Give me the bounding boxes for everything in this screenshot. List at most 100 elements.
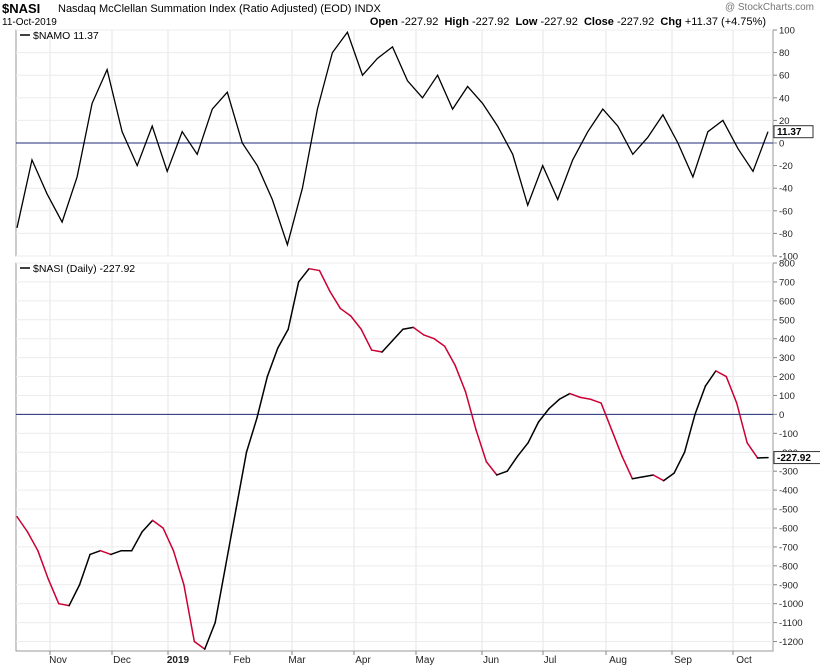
high-label: High	[444, 16, 469, 28]
nasi-segment-up	[402, 326, 415, 330]
nasi-segment-down	[443, 345, 456, 366]
nasi-segment-down	[370, 349, 383, 353]
y-tick-label: 60	[779, 71, 790, 82]
y-tick-label: -400	[779, 486, 798, 497]
nasi-segment-up	[297, 267, 310, 283]
x-tick-label: Feb	[233, 655, 251, 666]
nasi-segment-down	[99, 549, 112, 556]
nasi-segment-up	[110, 549, 123, 556]
nasi-segment-up	[506, 455, 519, 472]
nasi-segment-up	[694, 385, 707, 416]
nasi-segment-up	[516, 442, 529, 457]
last-value-box	[773, 451, 820, 465]
y-tick-label: -900	[779, 580, 798, 591]
y-tick-label: 500	[779, 315, 795, 326]
exchange-label: INDX	[354, 3, 381, 15]
x-tick-label: Sep	[674, 655, 692, 666]
y-tick-label: 700	[779, 277, 795, 288]
y-tick-label: 200	[779, 372, 795, 383]
date-label: 11-Oct-2019	[2, 17, 57, 28]
last-value-text: 11.37	[777, 127, 802, 138]
nasi-segment-down	[485, 460, 498, 476]
nasi-segment-up	[224, 508, 237, 567]
nasi-segment-up	[266, 347, 279, 378]
y-tick-label: 100	[779, 26, 795, 37]
y-tick-label: -1000	[779, 599, 803, 610]
nasi-segment-down	[715, 370, 728, 378]
open-value: -227.92	[401, 16, 439, 28]
nasi-segment-up	[704, 370, 717, 387]
x-tick-label: Apr	[355, 655, 371, 666]
chart-description: Nasdaq McClellan Summation Index (Ratio …	[58, 3, 381, 15]
nasi-segment-up	[245, 417, 258, 454]
index-name: Nasdaq McClellan Summation Index (Ratio …	[58, 3, 352, 15]
nasi-segment-down	[16, 515, 29, 533]
symbol-label: $NASI	[2, 1, 41, 16]
nasi-segment-down	[329, 290, 342, 310]
open-label: Open	[369, 16, 398, 28]
x-axis: Nov Dec 2019 Feb Mar Apr May Jun Jul Aug Sep Oct	[16, 650, 773, 666]
x-tick-label: 2019	[167, 655, 190, 666]
last-value-tag: -227.92	[773, 451, 820, 465]
y-tick-label: -1200	[779, 637, 803, 648]
x-tick-label: Jun	[483, 655, 499, 666]
nasi-segment-down	[464, 390, 477, 431]
chg-value: +11.37 (+4.75%)	[684, 16, 766, 28]
x-tick-label: Nov	[49, 655, 67, 666]
y-tick-label: 20	[779, 116, 790, 127]
panel-legend: $NAMO 11.37	[20, 30, 99, 42]
x-tick-label: May	[416, 655, 435, 666]
y-tick-label: -600	[779, 523, 798, 534]
legend-text: $NAMO 11.37	[33, 30, 99, 42]
panel-legend: $NASI (Daily) -227.92	[20, 263, 135, 275]
close-label: Close	[583, 16, 614, 28]
nasi-segment-up	[381, 339, 394, 353]
nasi-segment-up	[558, 392, 571, 401]
high-value: -227.92	[472, 16, 510, 28]
y-tick-label: -300	[779, 467, 798, 478]
chart-header: $NASI Nasdaq McClellan Summation Index (…	[0, 0, 820, 32]
nasi-segment-down	[600, 402, 613, 431]
nasi-segment-up	[89, 549, 102, 556]
nasi-segment-down	[57, 602, 70, 607]
nasi-segment-up	[287, 281, 300, 330]
nasi-segment-up	[673, 451, 686, 474]
nasi-segment-down	[193, 640, 206, 650]
nasi-segment-down	[172, 549, 185, 586]
y-tick-label: 300	[779, 353, 795, 364]
nasi-segment-up	[496, 470, 508, 476]
nasi-segment-down	[621, 455, 634, 480]
last-value-text: -227.92	[777, 453, 811, 464]
nasi-segment-up	[130, 531, 143, 552]
nasi-segment-up	[391, 328, 404, 342]
nasi-segment-down	[37, 549, 50, 580]
nasi-segment-down	[162, 527, 175, 552]
nasi-segment-up	[548, 398, 561, 410]
nasi-segment-down	[735, 402, 748, 444]
nasi-segment-down	[360, 328, 373, 351]
last-value-tag: 11.37	[773, 125, 814, 139]
nasi-segment-down	[725, 375, 738, 404]
y-tick-label: 600	[779, 296, 795, 307]
nasi-segment-down	[308, 267, 321, 272]
watermark: @ StockCharts.com	[724, 2, 814, 13]
last-value-box	[773, 125, 814, 139]
nasi-segment-down	[475, 428, 488, 463]
y-tick-label: -1100	[779, 618, 803, 629]
y-tick-label: -20	[779, 161, 793, 172]
nasi-segment-down	[652, 474, 665, 482]
y-tick-label: 0	[779, 410, 784, 421]
namo-panel: -100 -80 -60 -40 -20 0 20 40 60 80 100 $NAMO 11.37 1…	[15, 26, 814, 263]
y-tick-label: -80	[779, 229, 793, 240]
chg-label: Chg	[660, 16, 682, 28]
y-tick-label: -40	[779, 184, 793, 195]
nasi-segment-up	[78, 553, 91, 586]
nasi-segment-up	[256, 375, 269, 419]
x-tick-label: Dec	[113, 655, 131, 666]
nasi-segment-up	[141, 519, 154, 533]
nasi-segment-down	[423, 334, 435, 340]
legend-text: $NASI (Daily) -227.92	[33, 263, 135, 275]
nasi-segment-up	[683, 413, 696, 454]
nasi-segment-up	[277, 328, 289, 349]
nasi-segment-down	[610, 428, 623, 457]
